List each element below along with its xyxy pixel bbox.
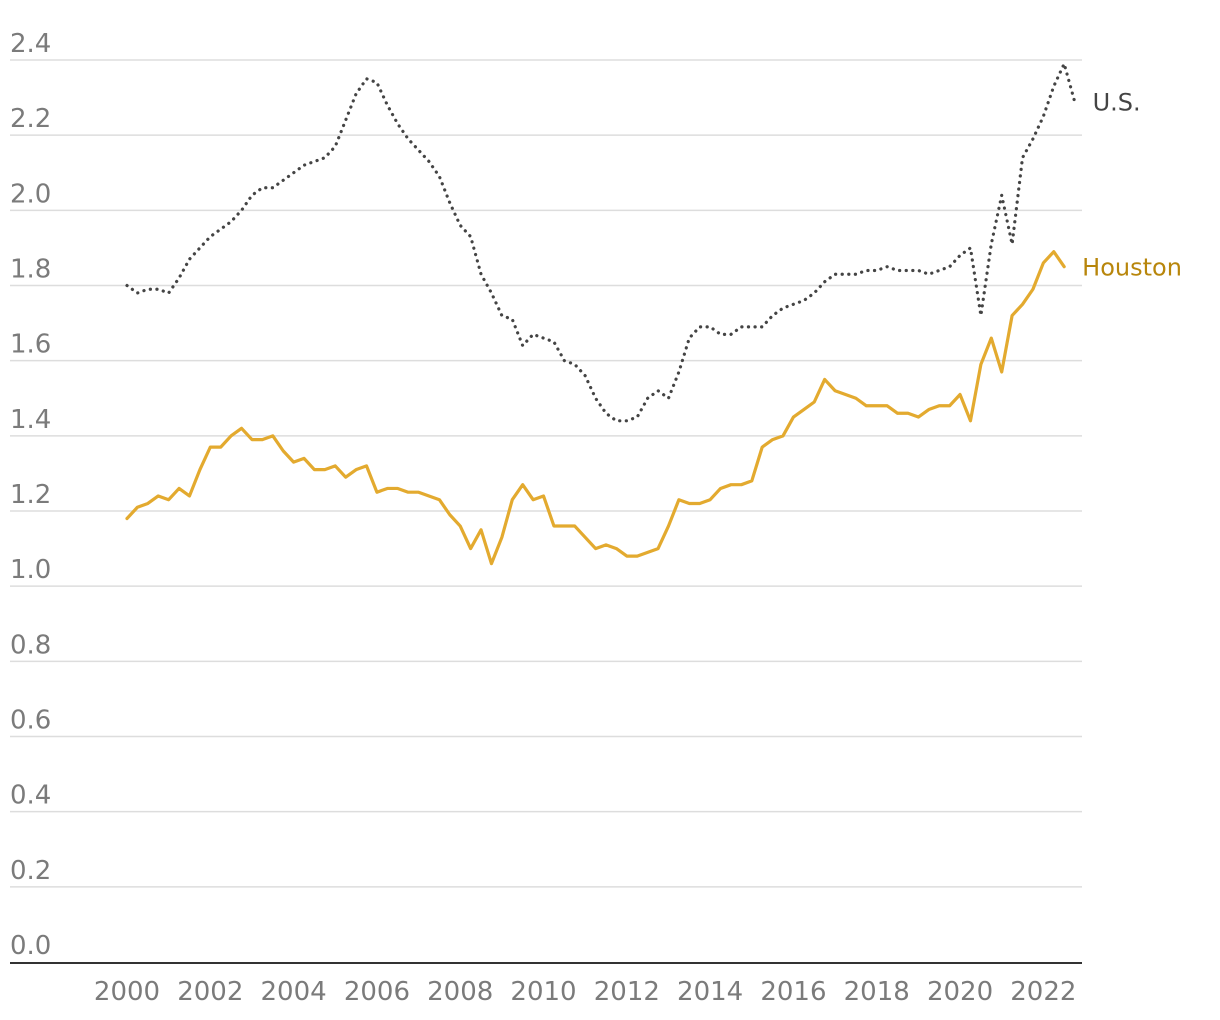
x-tick-label: 2004 bbox=[261, 977, 327, 1007]
y-tick-label: 1.0 bbox=[10, 555, 51, 585]
x-tick-label: 2014 bbox=[677, 977, 743, 1007]
series-group bbox=[125, 62, 1077, 566]
y-tick-label: 1.2 bbox=[10, 480, 51, 510]
series-label-houston: Houston bbox=[1082, 254, 1182, 282]
gridlines bbox=[10, 59, 1082, 888]
y-tick-label: 0.0 bbox=[10, 931, 51, 961]
x-axis: 2000 2002 2004 2006 2008 2010 2012 2014 2016 2018… bbox=[10, 962, 1082, 1007]
x-tick-label: 2016 bbox=[760, 977, 826, 1007]
x-tick-label: 2022 bbox=[1010, 977, 1076, 1007]
x-tick-label: 2002 bbox=[177, 977, 243, 1007]
y-tick-label: 0.8 bbox=[10, 630, 51, 660]
series-labels: U.S. Houston bbox=[1082, 88, 1182, 281]
y-axis: 0.0 0.2 0.4 0.6 0.8 1.0 1.2 1.4 1.6 1.8 2.0 2.2 2.4 bbox=[10, 29, 51, 961]
x-tick-label: 2006 bbox=[344, 977, 410, 1007]
series-label-u-s: U.S. bbox=[1093, 88, 1141, 116]
y-tick-label: 0.2 bbox=[10, 856, 51, 886]
x-tick-label: 2000 bbox=[94, 977, 160, 1007]
x-tick-label: 2012 bbox=[594, 977, 660, 1007]
x-tick-label: 2018 bbox=[844, 977, 910, 1007]
y-tick-label: 2.4 bbox=[10, 29, 51, 59]
y-tick-label: 2.0 bbox=[10, 179, 51, 209]
x-tick-label: 2020 bbox=[927, 977, 993, 1007]
y-tick-label: 0.4 bbox=[10, 781, 51, 811]
y-tick-label: 1.8 bbox=[10, 255, 51, 285]
y-tick-label: 1.4 bbox=[10, 405, 51, 435]
x-tick-label: 2008 bbox=[427, 977, 493, 1007]
series-line-houston bbox=[125, 250, 1066, 566]
y-tick-label: 2.2 bbox=[10, 104, 51, 134]
y-tick-label: 0.6 bbox=[10, 706, 51, 736]
series-line-u-s bbox=[125, 62, 1077, 423]
x-tick-label: 2010 bbox=[510, 977, 576, 1007]
y-tick-label: 1.6 bbox=[10, 330, 51, 360]
